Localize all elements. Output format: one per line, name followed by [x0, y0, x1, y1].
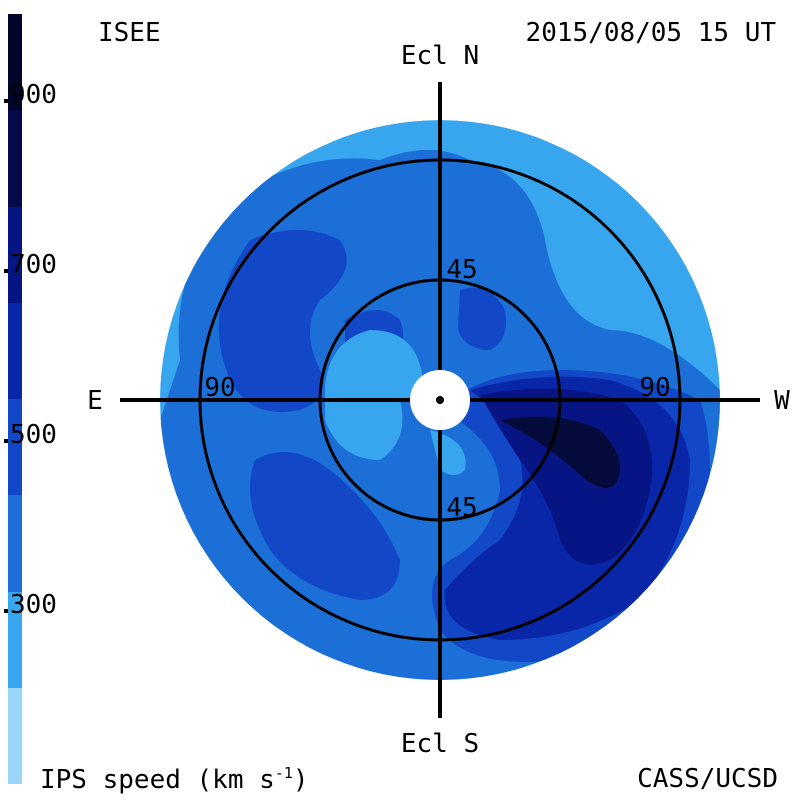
ring-45-label-south: 45 — [446, 493, 477, 523]
sun-center-marker — [436, 396, 444, 404]
unit-exponent: -1 — [274, 764, 293, 782]
contour-300-center — [325, 330, 423, 460]
colorbar-segment — [8, 110, 22, 207]
west-label: W — [774, 386, 790, 416]
colorbar-segment — [8, 591, 22, 688]
timestamp-label: 2015/08/05 15 UT — [525, 18, 776, 48]
colorbar-segment — [8, 302, 22, 399]
colorbar-tick-300: 300 — [4, 592, 57, 618]
contour-500-south-east — [250, 452, 400, 600]
north-label: Ecl N — [401, 41, 479, 71]
south-label: Ecl S — [401, 729, 479, 759]
ring-45-label-north: 45 — [446, 255, 477, 285]
colorbar-tick-700: 700 — [4, 252, 57, 278]
credit-label: CASS/UCSD — [637, 764, 778, 794]
colorbar-segment — [8, 495, 22, 592]
east-label: E — [87, 386, 103, 416]
speed-colorbar — [8, 14, 22, 784]
colorbar-segment — [8, 206, 22, 303]
contour-500-north — [458, 287, 506, 350]
contour-900 — [500, 416, 620, 488]
colorbar-segment — [8, 399, 22, 496]
ring-90-label-west: 90 — [639, 373, 670, 403]
colorbar-tick-500: 500 — [4, 422, 57, 448]
colorbar-segment — [8, 687, 22, 784]
colorbar-segment — [8, 14, 22, 111]
colorbar-tick-900: 900 — [4, 82, 57, 108]
source-label: ISEE — [98, 18, 161, 48]
quantity-label: IPS speed (km s-1) — [40, 764, 309, 795]
ring-90-label-east: 90 — [204, 373, 235, 403]
contour-500-east — [218, 230, 347, 412]
